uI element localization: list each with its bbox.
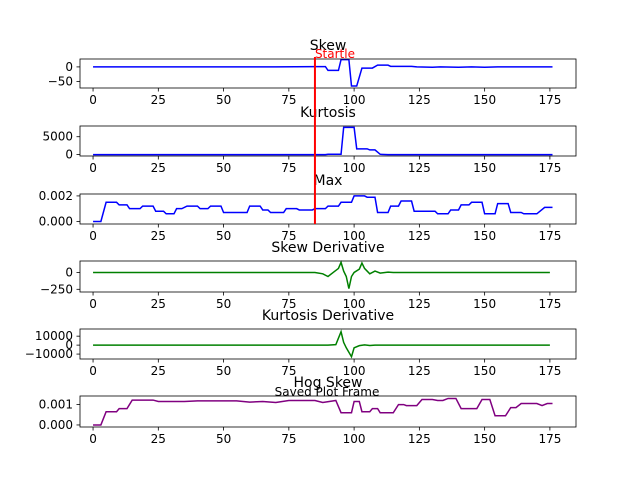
kurtosis-derivative-x-tick-label: 100 (343, 364, 366, 378)
hog-skew-title: Hog Skew (294, 375, 363, 391)
skew-x-tick-label: 0 (89, 93, 97, 107)
annotations-layer: Startle Saved Plot Frame (275, 47, 380, 399)
kurtosis-x-tick-label: 50 (216, 161, 231, 175)
hog-skew-series-line (93, 397, 553, 426)
max-series-line (93, 195, 553, 223)
kurtosis-derivative-x-tick-label: 25 (151, 364, 166, 378)
startle-label: Startle (315, 47, 355, 61)
kurtosis-x-tick-label: 150 (473, 161, 496, 175)
skew-x-tick-label: 75 (281, 93, 296, 107)
kurtosis-x-tick-label: 25 (151, 161, 166, 175)
max-x-tick-label: 175 (538, 229, 561, 243)
kurtosis-series-line (93, 126, 553, 156)
skew-y-tick-label: −50 (48, 75, 73, 89)
max-subplot: 0 25 50 75 100 125 150 175 0.000 0.002 Max (39, 173, 577, 243)
skew-derivative-title: Skew Derivative (271, 240, 384, 256)
skew-axes-frame (79, 58, 577, 89)
skew-derivative-subplot: 0 25 50 75 100 125 150 175 0 −250 Skew Derivative (40, 240, 577, 311)
kurtosis-x-tick-label: 100 (343, 161, 366, 175)
skew-x-tick-label: 100 (343, 93, 366, 107)
skew-derivative-x-tick-label: 50 (216, 297, 231, 311)
saved-plot-frame-label: Saved Plot Frame (275, 385, 380, 399)
kurtosis-derivative-axes-frame (79, 328, 577, 360)
skew-derivative-y-tick-label: −250 (40, 282, 73, 296)
skew-derivative-x-tick-label: 175 (538, 297, 561, 311)
hog-skew-x-tick-label: 150 (473, 432, 496, 446)
kurtosis-y-tick-label: 5000 (42, 130, 73, 144)
kurtosis-derivative-x-tick-label: 175 (538, 364, 561, 378)
hog-skew-x-tick-label: 75 (281, 432, 296, 446)
skew-derivative-x-tick-label: 0 (89, 297, 97, 311)
hog-skew-x-tick-label: 50 (216, 432, 231, 446)
skew-x-tick-label: 150 (473, 93, 496, 107)
kurtosis-title: Kurtosis (300, 105, 356, 121)
skew-derivative-y-tick-label: 0 (65, 265, 73, 279)
kurtosis-derivative-subplot: 0 25 50 75 100 125 150 175100000−10000Kurtosis … (25, 308, 577, 378)
skew-y-tick-label: 0 (65, 60, 73, 74)
skew-derivative-series-line (93, 260, 550, 289)
kurtosis-derivative-x-tick-label: 125 (408, 364, 431, 378)
max-x-tick-label: 150 (473, 229, 496, 243)
skew-x-tick-label: 125 (408, 93, 431, 107)
kurtosis-x-tick-label: 75 (281, 161, 296, 175)
kurtosis-x-tick-label: 175 (538, 161, 561, 175)
max-y-tick-label: 0.000 (39, 214, 73, 228)
kurtosis-y-tick-label: 0 (65, 148, 73, 162)
kurtosis-derivative-y-tick-label: 0 (65, 338, 73, 352)
max-x-tick-label: 125 (408, 229, 431, 243)
skew-derivative-x-tick-label: 125 (408, 297, 431, 311)
skew-derivative-x-tick-label: 100 (343, 297, 366, 311)
skew-title: Skew (310, 38, 347, 54)
max-x-tick-label: 50 (216, 229, 231, 243)
kurtosis-x-tick-label: 0 (89, 161, 97, 175)
hog-skew-subplot: 0 25 50 75 100 125 150 175 0.000 0.001 Hog Skew (39, 375, 577, 446)
kurtosis-derivative-y-tick-label: 10000 (35, 329, 73, 343)
hog-skew-y-tick-label: 0.000 (39, 418, 73, 432)
hog-skew-axes-frame (79, 395, 577, 428)
max-title: Max (314, 173, 343, 189)
kurtosis-derivative-x-tick-label: 75 (281, 364, 296, 378)
hog-skew-x-tick-label: 0 (89, 432, 97, 446)
skew-derivative-x-tick-label: 75 (281, 297, 296, 311)
hog-skew-x-tick-label: 125 (408, 432, 431, 446)
skew-x-tick-label: 25 (151, 93, 166, 107)
kurtosis-derivative-x-tick-label: 50 (216, 364, 231, 378)
hog-skew-x-tick-label: 100 (343, 432, 366, 446)
max-y-tick-label: 0.002 (39, 189, 73, 203)
max-x-tick-label: 75 (281, 229, 296, 243)
hog-skew-x-tick-label: 175 (538, 432, 561, 446)
skew-derivative-axes-frame (79, 260, 577, 293)
max-x-tick-label: 25 (151, 229, 166, 243)
kurtosis-derivative-x-tick-label: 0 (89, 364, 97, 378)
skew-series-line (93, 58, 553, 87)
max-axes-frame (79, 193, 577, 225)
kurtosis-derivative-y-tick-label: −10000 (25, 347, 73, 361)
max-x-tick-label: 0 (89, 229, 97, 243)
kurtosis-derivative-title: Kurtosis Derivative (262, 308, 394, 324)
hog-skew-x-tick-label: 25 (151, 432, 166, 446)
kurtosis-x-tick-label: 125 (408, 161, 431, 175)
skew-derivative-x-tick-label: 25 (151, 297, 166, 311)
max-x-tick-label: 100 (343, 229, 366, 243)
kurtosis-subplot: 0 25 50 75 100 125 150 175 0 5000 Kurtosis (42, 105, 577, 175)
skew-x-tick-label: 50 (216, 93, 231, 107)
kurtosis-derivative-series-line (93, 329, 550, 359)
kurtosis-derivative-x-tick-label: 150 (473, 364, 496, 378)
skew-x-tick-label: 175 (538, 93, 561, 107)
hog-skew-y-tick-label: 0.001 (39, 398, 73, 412)
kurtosis-axes-frame (79, 125, 577, 157)
skew-derivative-x-tick-label: 150 (473, 297, 496, 311)
